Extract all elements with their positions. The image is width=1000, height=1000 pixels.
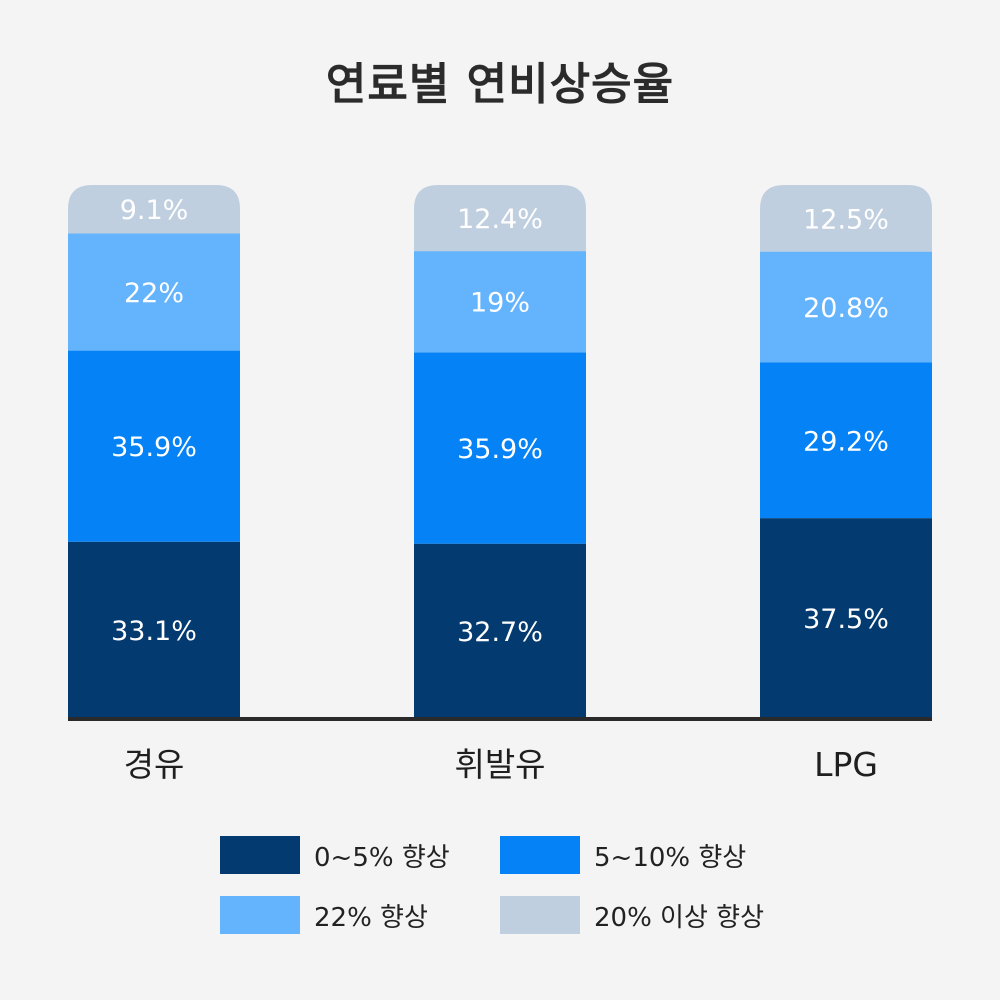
category-label-2: LPG <box>814 745 878 784</box>
chart-title: 연료별 연비상승율 <box>325 59 675 110</box>
bar-value-label-0-3: 9.1% <box>120 195 189 226</box>
legend-swatch-20-plus <box>500 896 580 934</box>
bar-value-label-2-2: 20.8% <box>803 293 889 324</box>
bar-segment-1-1 <box>414 352 586 544</box>
bar-segment-2-0 <box>760 518 932 718</box>
bar-value-label-2-0: 37.5% <box>803 604 889 635</box>
legend-item-22: 22% 향상 <box>220 896 500 934</box>
legend-label-0-5: 0~5% 향상 <box>314 842 450 873</box>
category-label-1: 휘발유 <box>454 745 545 784</box>
legend-swatch-22 <box>220 896 300 934</box>
bar-value-label-1-3: 12.4% <box>457 204 543 235</box>
legend-label-5-10: 5~10% 향상 <box>594 842 747 873</box>
bar-value-label-2-3: 12.5% <box>803 204 889 235</box>
category-label-0: 경유 <box>124 745 185 784</box>
legend: 0~5% 향상 5~10% 향상 22% 향상 20% 이상 향상 <box>220 836 820 934</box>
bar-value-label-2-1: 29.2% <box>803 426 889 457</box>
bar-segment-1-2 <box>414 251 586 353</box>
bar-value-label-1-1: 35.9% <box>457 434 543 465</box>
bar-segment-0-1 <box>68 350 240 542</box>
legend-item-5-10: 5~10% 향상 <box>500 836 800 874</box>
bar-segment-2-1 <box>760 362 932 519</box>
stacked-bar-chart: 33.1% 35.9% 22% 9.1% 경유 32.7% 35.9% 19% 12.4% 휘발유… <box>68 185 932 784</box>
bar-segment-0-0 <box>68 541 240 718</box>
bar-value-label-0-0: 33.1% <box>111 616 197 647</box>
bar-segment-1-3 <box>414 185 586 252</box>
legend-swatch-0-5 <box>220 836 300 874</box>
bar-segment-0-3 <box>68 185 240 234</box>
legend-label-22: 22% 향상 <box>314 902 428 933</box>
bar-value-label-1-0: 32.7% <box>457 617 543 648</box>
bar-segment-0-2 <box>68 233 240 351</box>
legend-label-20-plus: 20% 이상 향상 <box>594 902 764 933</box>
bar-segment-2-2 <box>760 251 932 363</box>
bar-segment-2-3 <box>760 185 932 252</box>
bar-value-label-1-2: 19% <box>470 288 530 319</box>
bar-segment-1-0 <box>414 543 586 718</box>
legend-swatch-5-10 <box>500 836 580 874</box>
bar-value-label-0-1: 35.9% <box>111 432 197 463</box>
legend-item-20-plus: 20% 이상 향상 <box>500 896 800 934</box>
bar-value-label-0-2: 22% <box>124 278 184 309</box>
legend-item-0-5: 0~5% 향상 <box>220 836 500 874</box>
